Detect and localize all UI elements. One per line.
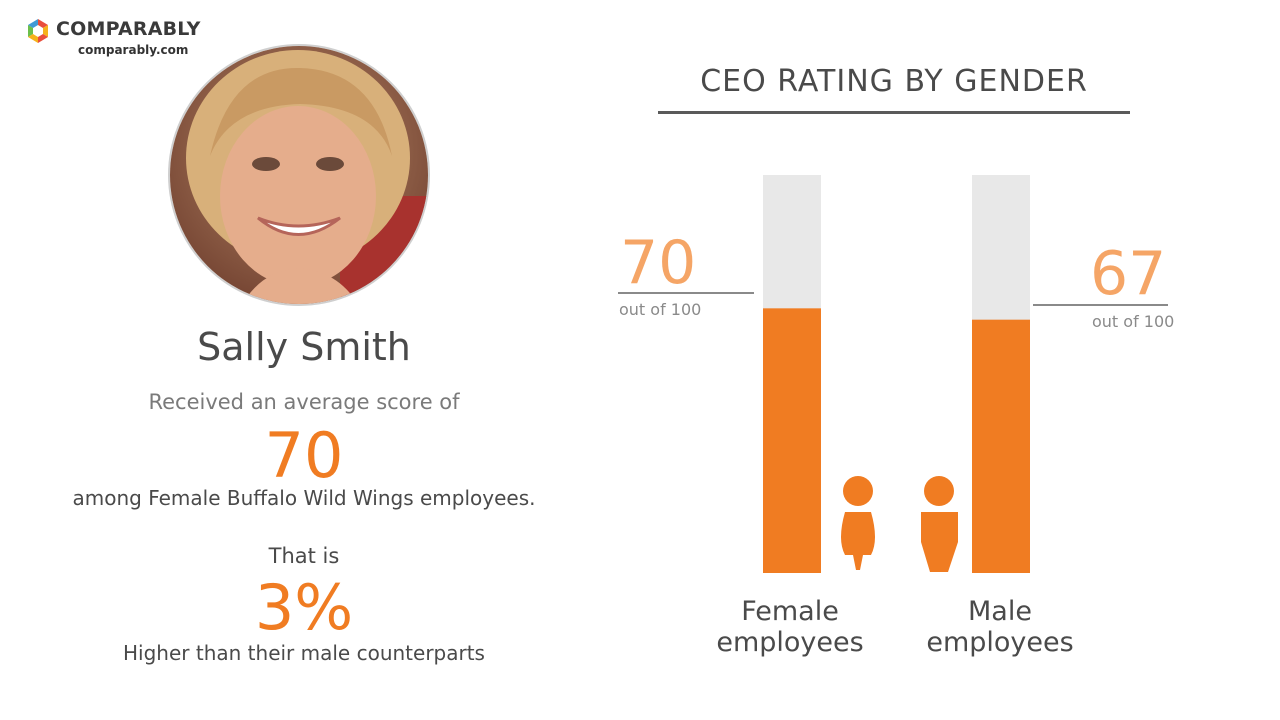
category-label-0-line-0: Female <box>741 596 839 627</box>
brand-name: COMPARABLY <box>56 18 201 40</box>
category-label-1-line-0: Male <box>968 596 1032 627</box>
max-label-0: out of 100 <box>619 300 701 319</box>
comparison-text: Higher than their male counterparts <box>123 641 485 665</box>
female-person-icon-head <box>843 476 873 506</box>
that-is-text: That is <box>268 544 340 568</box>
male-person-icon <box>921 512 958 572</box>
score-intro: Received an average score of <box>148 390 460 414</box>
bar-fill-0 <box>763 308 821 573</box>
score-context: among Female Buffalo Wild Wings employee… <box>72 486 536 510</box>
title-underline <box>658 111 1130 114</box>
brand-logo: COMPARABLY comparably.com <box>26 18 216 58</box>
average-score: 70 <box>264 419 344 492</box>
ceo-portrait-illustration <box>170 46 428 304</box>
ceo-rating-chart: 70 out of 100 67 out of 100 <box>618 175 1174 573</box>
brand-url: comparably.com <box>78 43 189 57</box>
ceo-name: Sally Smith <box>197 325 411 369</box>
category-label-0-line-1: employees <box>716 627 864 658</box>
female-person-icon <box>841 512 875 570</box>
bar-fill-1 <box>972 319 1030 573</box>
value-label-1: 67 <box>1090 239 1166 309</box>
chart-title: CEO RATING BY GENDER <box>700 64 1088 99</box>
male-person-icon-head <box>924 476 954 506</box>
value-label-0: 70 <box>620 228 696 298</box>
max-label-1: out of 100 <box>1092 312 1174 331</box>
difference-percent: 3% <box>254 571 354 644</box>
comparably-logo-icon <box>28 19 48 43</box>
category-label-1-line-1: employees <box>926 627 1074 658</box>
ceo-avatar <box>168 44 430 306</box>
